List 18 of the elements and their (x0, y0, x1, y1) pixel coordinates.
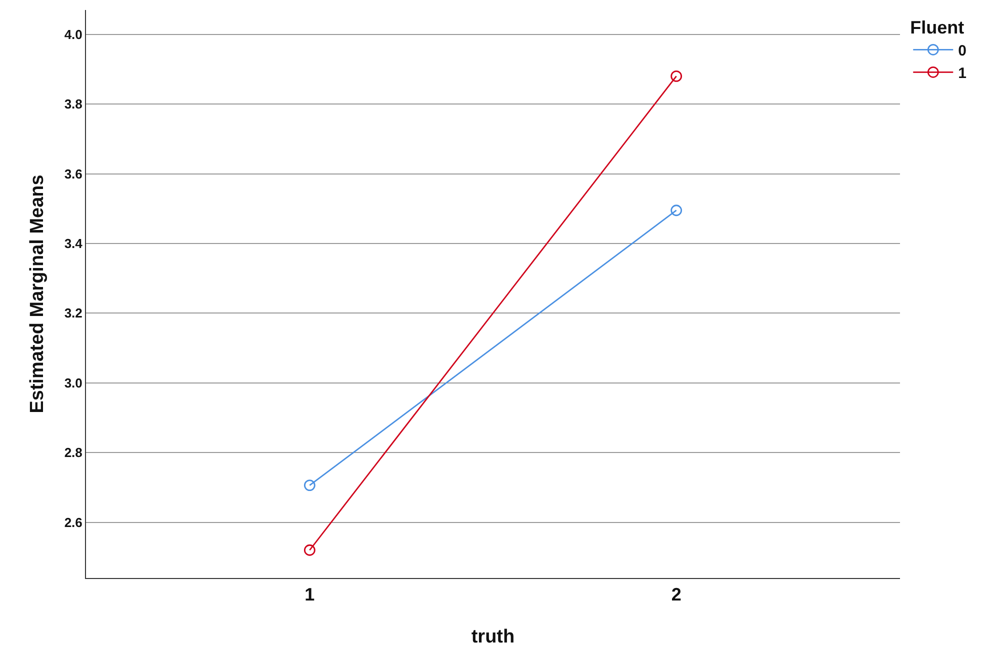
legend-title: Fluent (910, 17, 964, 38)
y-tick-label: 3.8 (64, 96, 82, 112)
x-axis-title: truth (471, 626, 515, 648)
y-tick-label: 3.2 (64, 306, 82, 321)
y-tick-label: 3.4 (64, 236, 84, 252)
x-tick-label: 2 (671, 584, 682, 605)
legend-label: 1 (958, 65, 966, 82)
point (304, 544, 316, 556)
y-tick-label: 2.6 (64, 514, 82, 530)
point (670, 204, 682, 216)
legend-label: 0 (958, 42, 966, 60)
y-tick-label: 4.0 (64, 26, 82, 42)
point (304, 480, 316, 492)
y-axis-title: Estimated Marginal Means (27, 174, 48, 414)
y-tick-label: 3.0 (64, 375, 82, 390)
y-tick-label: 3.6 (64, 166, 82, 182)
y-tick-label: 2.8 (64, 445, 82, 460)
point (670, 70, 682, 82)
